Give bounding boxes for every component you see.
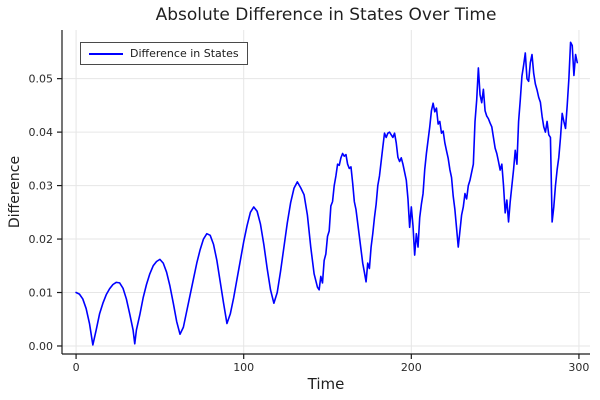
y-tick-label: 0.02 <box>29 233 54 246</box>
legend-entry-label: Difference in States <box>130 47 239 60</box>
data-series-line <box>75 41 579 346</box>
y-tick-label: 0.01 <box>29 287 54 300</box>
legend: Difference in States <box>80 42 248 65</box>
x-tick-label: 0 <box>73 361 80 374</box>
y-tick-label: 0.03 <box>29 180 54 193</box>
x-axis-label: Time <box>307 375 345 393</box>
y-tick-label: 0.04 <box>29 126 54 139</box>
y-tick-label: 0.05 <box>29 73 54 86</box>
legend-line-swatch <box>89 52 123 55</box>
y-axis-label: Difference <box>7 155 23 229</box>
chart-title: Absolute Difference in States Over Time <box>155 5 497 25</box>
y-tick-label: 0.00 <box>29 340 54 353</box>
x-tick-label: 100 <box>233 361 254 374</box>
x-tick-label: 200 <box>401 361 422 374</box>
x-tick-label: 300 <box>568 361 589 374</box>
